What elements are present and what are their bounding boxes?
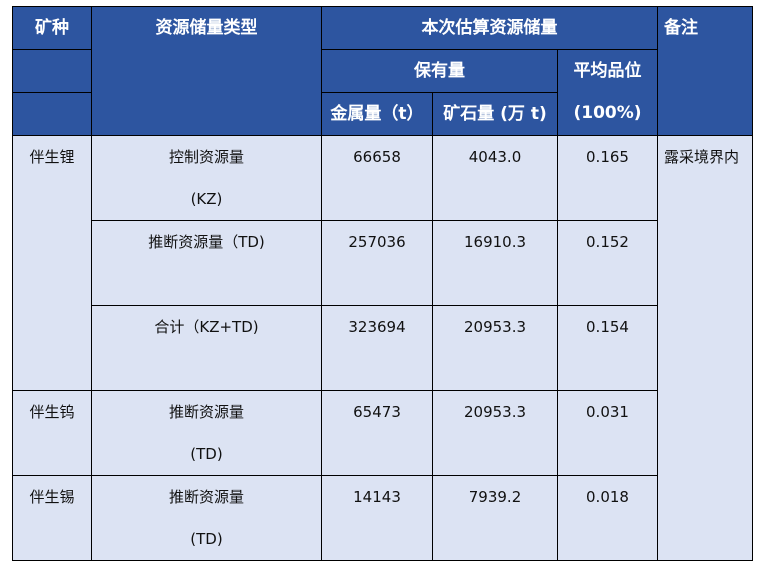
header-type: 资源储量类型 (91, 6, 322, 136)
header-grade: 平均品位 (100%) (557, 49, 658, 136)
mineral-cell: 伴生钨 (12, 390, 92, 476)
mineral-cell: 伴生锡 (12, 475, 92, 561)
ore-cell: 20953.3 (432, 305, 558, 391)
metal-cell: 323694 (321, 305, 433, 391)
table-row: 合计（KZ+TD) 323694 20953.3 0.154 (13, 305, 753, 391)
ore-cell: 20953.3 (432, 390, 558, 476)
table-row: 伴生锂 控制资源量 (KZ) 66658 4043.0 0.165 露采境界内 (12, 135, 753, 561)
type-cell: 推断资源量（TD) (91, 220, 322, 306)
grade-cell: 0.018 (557, 475, 658, 561)
table-row: 伴生锡 推断资源量 (TD) 14143 7939.2 0.018 (12, 475, 753, 561)
header-remarks: 备注 (657, 6, 753, 136)
grade-cell: 0.165 (557, 135, 658, 221)
grade-cell: 0.154 (557, 305, 658, 391)
grade-cell: 0.031 (557, 390, 658, 476)
header-metal: 金属量（t） (321, 92, 433, 136)
header-blank (12, 49, 92, 93)
header-ore: 矿石量 (万 t) (432, 92, 558, 136)
header-estimate: 本次估算资源储量 (321, 6, 658, 50)
metal-cell: 65473 (321, 390, 433, 476)
ore-cell: 4043.0 (432, 135, 558, 221)
metal-cell: 66658 (321, 135, 433, 221)
grade-cell: 0.152 (557, 220, 658, 306)
type-cell: 推断资源量 (TD) (91, 475, 322, 561)
table-row: 伴生钨 推断资源量 (TD) 65473 20953.3 0.031 (12, 390, 753, 476)
header-blank (12, 92, 92, 136)
type-cell: 推断资源量 (TD) (91, 390, 322, 476)
table-row: 推断资源量（TD) 257036 16910.3 0.152 (13, 220, 753, 306)
ore-cell: 7939.2 (432, 475, 558, 561)
header-mineral: 矿种 (12, 6, 92, 50)
metal-cell: 14143 (321, 475, 433, 561)
header-retained: 保有量 (321, 49, 558, 93)
remarks-cell: 露采境界内 (657, 135, 753, 561)
type-cell: 控制资源量 (KZ) (91, 135, 322, 221)
resource-table: 矿种 资源储量类型 本次估算资源储量 备注 保有量 平均品位 (100%) 金属量… (12, 6, 753, 561)
mineral-cell: 伴生锂 (12, 135, 92, 391)
type-cell: 合计（KZ+TD) (91, 305, 322, 391)
ore-cell: 16910.3 (432, 220, 558, 306)
metal-cell: 257036 (321, 220, 433, 306)
